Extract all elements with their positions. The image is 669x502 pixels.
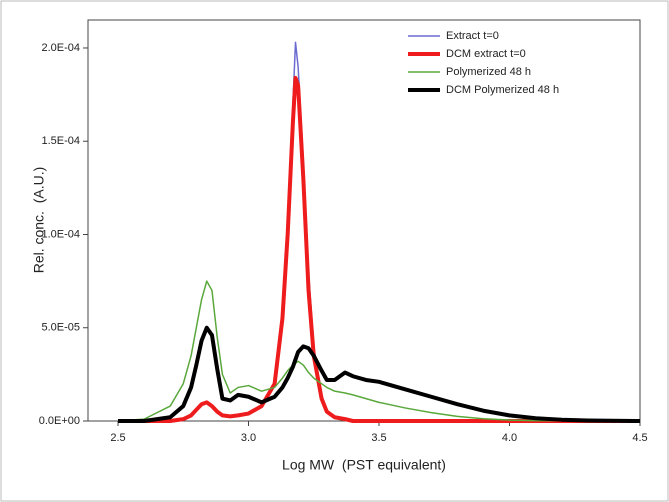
y-tick-label: 0.0E+00: [39, 415, 80, 427]
y-tick-label: 1.5E-04: [41, 135, 80, 147]
x-tick-label: 3.0: [241, 432, 256, 444]
series-line: [117, 280, 640, 422]
y-axis-label: Rel. conc. (A.U.): [31, 167, 47, 274]
x-tick-label: 2.5: [110, 432, 125, 444]
x-tick-label: 4.5: [632, 432, 647, 444]
x-tick-label: 4.0: [502, 432, 517, 444]
x-axis-label: Log MW (PST equivalent): [282, 457, 446, 473]
y-tick-label: 2.0E-04: [41, 42, 80, 54]
series-line: [118, 325, 641, 423]
legend-label: DCM extract t=0: [446, 48, 526, 60]
y-tick-label: 1.0E-04: [41, 228, 80, 240]
plot-area: [87, 19, 641, 422]
legend-label: Polymerized 48 h: [446, 66, 531, 78]
series-line: [118, 75, 640, 423]
y-tick-label: 5.0E-05: [41, 322, 80, 334]
legend-label: Extract t=0: [446, 30, 499, 42]
x-tick-label: 3.5: [371, 432, 386, 444]
legend-label: DCM Polymerized 48 h: [446, 84, 559, 96]
